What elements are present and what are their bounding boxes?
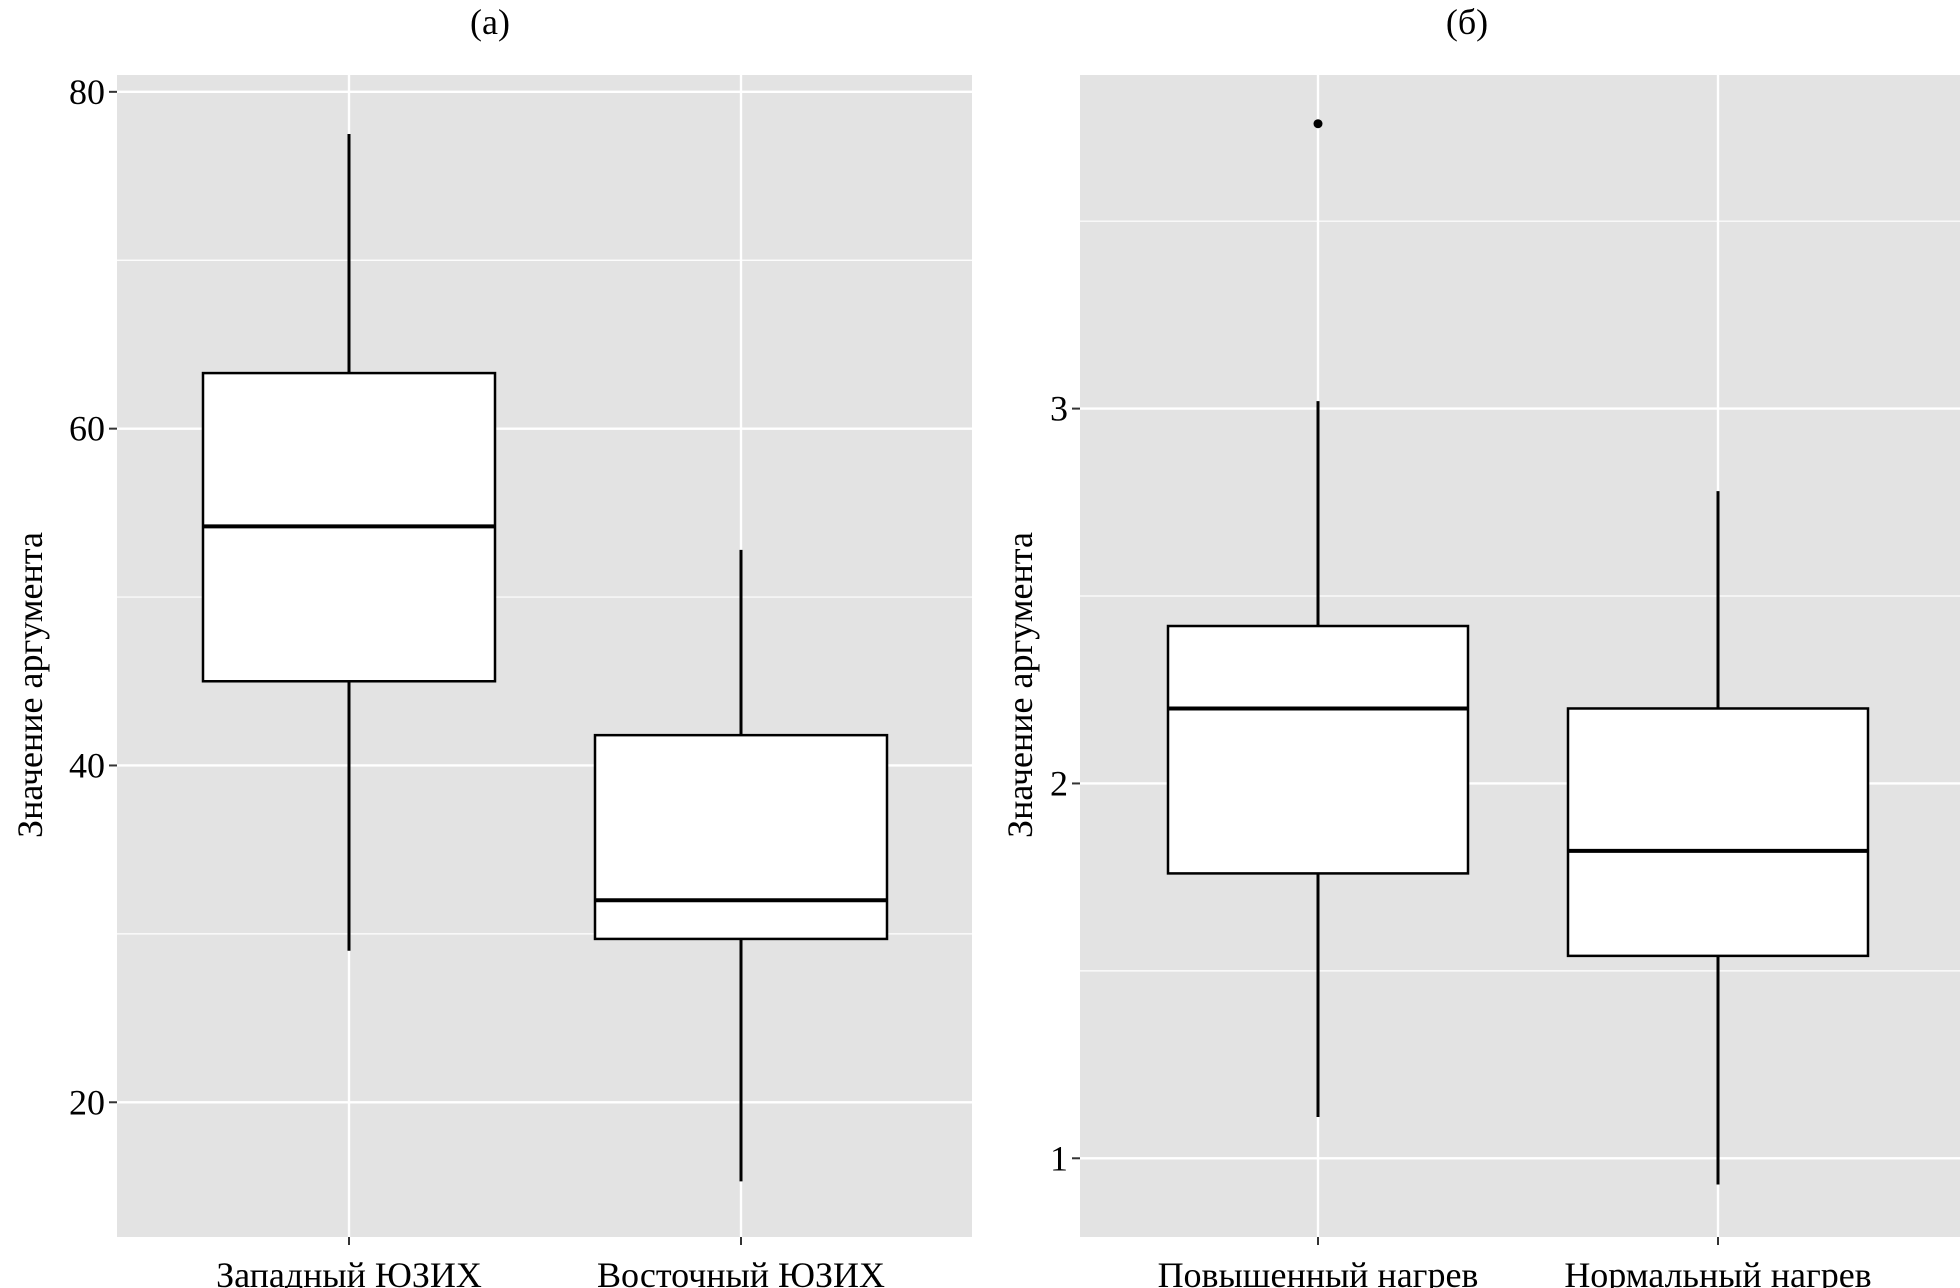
- box-1: [1166, 119, 1470, 1118]
- y-tick-label: 3: [1050, 389, 1068, 429]
- box-iqr: [593, 733, 889, 941]
- panel-label: (а): [470, 2, 510, 42]
- x-tick-label: Нормальный нагрев: [1564, 1255, 1871, 1288]
- box-2: [593, 549, 889, 1182]
- box-1: [201, 133, 497, 951]
- box-2: [1566, 491, 1870, 1185]
- y-tick-label: 40: [69, 745, 105, 785]
- x-tick-label: Повышенный нагрев: [1158, 1255, 1479, 1288]
- box-iqr: [1566, 707, 1870, 958]
- x-tick-label: Восточный ЮЗИХ: [597, 1255, 885, 1288]
- y-tick-label: 1: [1050, 1138, 1068, 1178]
- y-axis-title: Значение аргумента: [1000, 532, 1040, 838]
- y-tick-label: 20: [69, 1082, 105, 1122]
- y-tick-label: 80: [69, 72, 105, 112]
- chart-panel-1: (а) 20 40 60 80 Западный ЮЗИХ Восточный ЮЗИХ Зн…: [10, 2, 972, 1288]
- y-tick-label: 60: [69, 409, 105, 449]
- outlier-point: [1313, 119, 1323, 129]
- chart-panel-2: (б) 1 2 3 Повышенный нагрев Нормальный нагрев…: [1000, 2, 1960, 1288]
- y-axis-title: Значение аргумента: [10, 532, 50, 838]
- box-iqr: [1166, 624, 1470, 875]
- x-tick-label: Западный ЮЗИХ: [216, 1255, 482, 1288]
- y-tick-label: 2: [1050, 763, 1068, 803]
- panel-label: (б): [1446, 2, 1488, 42]
